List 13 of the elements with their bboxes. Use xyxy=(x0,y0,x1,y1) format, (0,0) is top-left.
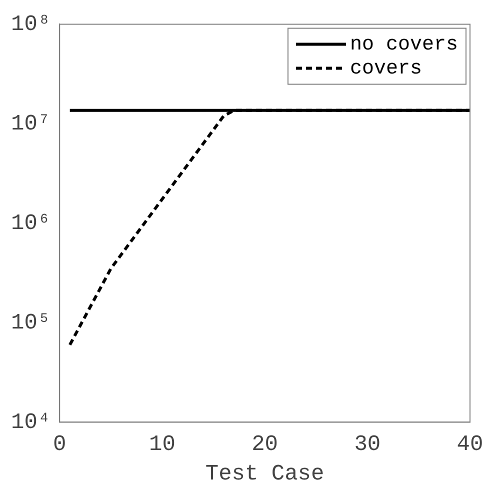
x-tick-label: 0 xyxy=(53,432,66,458)
x-axis-title: Test Case xyxy=(205,462,324,487)
x-tick-label: 30 xyxy=(354,432,381,458)
y-tick-label: 10⁴ xyxy=(10,410,51,436)
x-tick-label: 20 xyxy=(252,432,278,458)
x-tick-label: 40 xyxy=(456,432,484,458)
legend-label: no covers xyxy=(350,33,458,56)
x-tick-label: 10 xyxy=(149,432,176,458)
y-tick-label: 10⁷ xyxy=(10,112,51,137)
y-tick-label: 10⁸ xyxy=(10,12,51,38)
y-tick-label: 10⁶ xyxy=(10,211,51,236)
legend-label: covers xyxy=(350,57,422,80)
y-tick-label: 10⁵ xyxy=(10,310,51,336)
